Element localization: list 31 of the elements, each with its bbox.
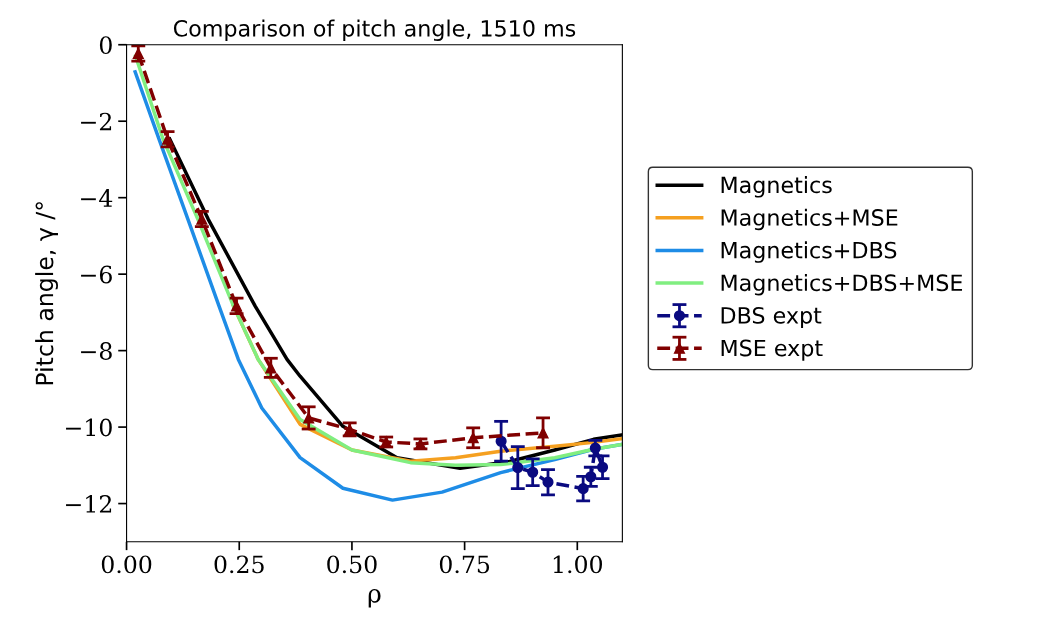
legend-label: Magnetics+DBS+MSE	[721, 273, 963, 296]
legend-label: MSE expt	[721, 339, 823, 361]
point	[577, 483, 589, 495]
y-tick-label: −2	[81, 112, 112, 131]
legend-label: Magnetics+MSE	[721, 208, 898, 231]
point	[512, 462, 524, 474]
x-axis-title: ρ	[368, 589, 381, 608]
x-tick-label: 0.75	[439, 555, 490, 574]
point	[585, 471, 597, 483]
y-tick-label: −10	[66, 418, 112, 437]
point	[596, 461, 609, 473]
y-axis-title: Pitch angle, γ /°	[35, 202, 58, 385]
point	[542, 476, 554, 488]
point	[303, 412, 315, 424]
legend-label: Magnetics+DBS	[721, 241, 897, 263]
point	[527, 466, 539, 478]
y-tick-label: −6	[81, 265, 112, 284]
point	[537, 427, 549, 439]
x-tick-label: 0.25	[214, 555, 264, 574]
legend-label: Magnetics	[721, 176, 832, 198]
point	[467, 432, 479, 444]
y-tick-label: −12	[66, 495, 112, 513]
legend-label: DBS expt	[721, 306, 822, 329]
y-tick-label: 0	[99, 36, 112, 55]
y-tick-label: −4	[81, 189, 113, 207]
chart-title: Comparison of pitch angle, 1510 ms	[173, 19, 576, 42]
x-tick-label: 0.00	[101, 555, 152, 574]
x-tick-label: 0.50	[327, 555, 377, 574]
x-tick-label: 1.00	[553, 555, 603, 574]
point	[230, 300, 243, 312]
y-tick-label: −8	[81, 342, 112, 360]
